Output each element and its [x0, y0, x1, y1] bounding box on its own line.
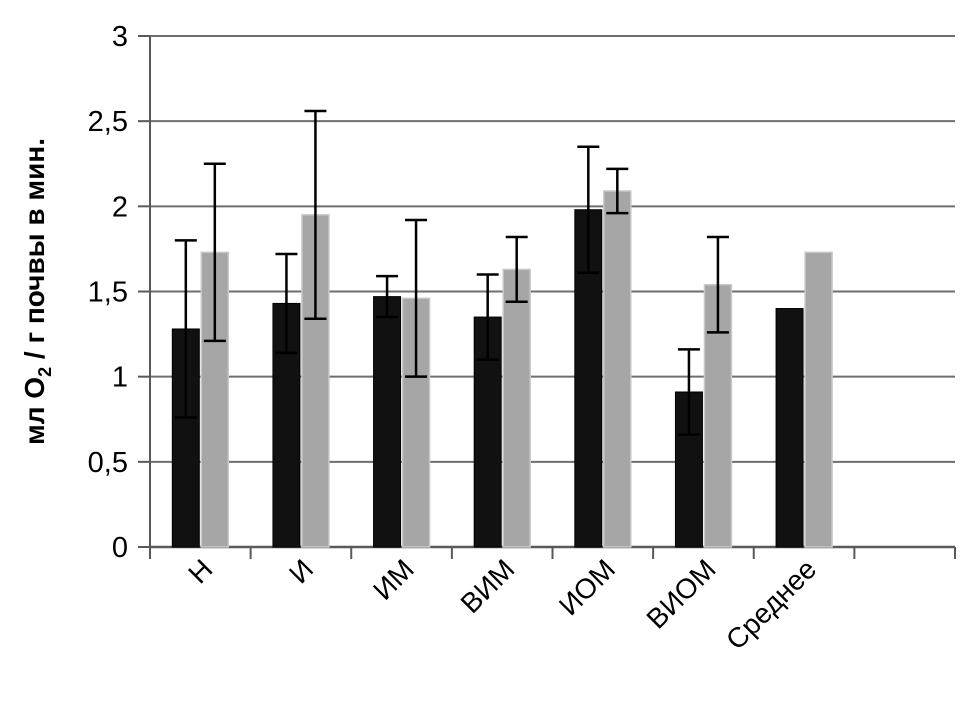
gray-bars-bar-ИОМ [603, 190, 632, 548]
x-tick-label-ВИОМ: ВИОМ [640, 553, 721, 634]
y-tick-label: 1,5 [88, 277, 128, 309]
y-tick-label: 3 [112, 21, 128, 53]
x-tick-label-ИОМ: ИОМ [553, 553, 621, 621]
x-tick-label-ИМ: ИМ [367, 553, 420, 606]
black-bars-bar-ВИОМ [674, 391, 703, 548]
y-tick-label: 0 [112, 532, 128, 564]
y-tick-label: 2,5 [88, 106, 128, 138]
x-tick-label-Н: Н [182, 553, 218, 589]
black-bars-bar-ИМ [373, 296, 402, 548]
y-axis-title: мл О2 / г почвы в мин. [19, 138, 55, 445]
x-tick-label-И: И [283, 553, 319, 589]
black-bars-bar-Среднее [775, 308, 804, 548]
y-tick-label: 1 [112, 362, 128, 394]
x-tick-label-Среднее: Среднее [720, 553, 822, 655]
x-tick-label-ВИМ: ВИМ [455, 553, 521, 619]
gray-bars-bar-ВИМ [502, 268, 531, 548]
y-tick-label: 0,5 [88, 447, 128, 479]
gray-bars-bar-Среднее [804, 251, 833, 548]
y-tick-label: 2 [112, 191, 128, 223]
